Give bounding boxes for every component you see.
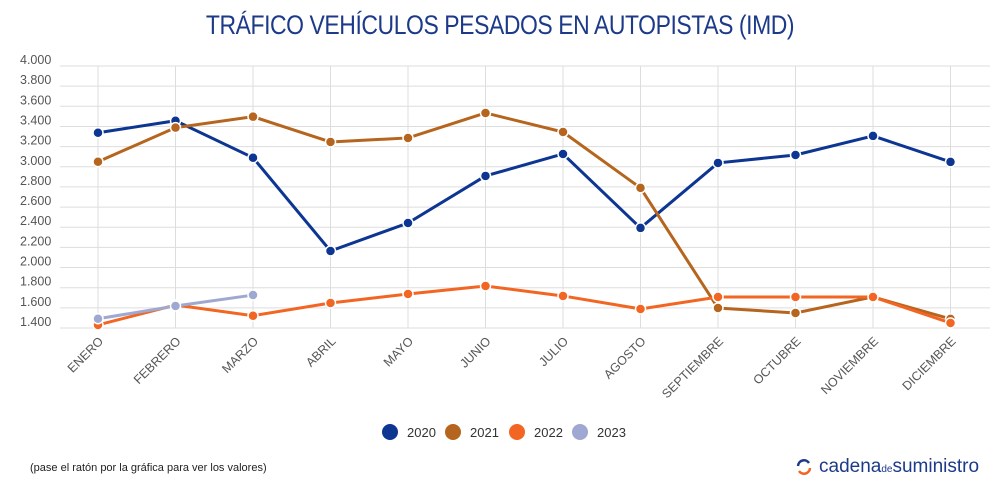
line-chart[interactable]: 4.000 3.800 3.600 3.400 3.200 3.000 2.800 2.600… bbox=[0, 0, 1000, 450]
y-tick-label: 3.000 bbox=[20, 154, 51, 168]
x-tick-label: OCTUBRE bbox=[750, 334, 803, 387]
data-point-2022[interactable] bbox=[324, 297, 337, 309]
y-tick-label: 1.600 bbox=[20, 295, 51, 309]
y-tick-label: 1.800 bbox=[20, 275, 51, 289]
data-point-2021[interactable] bbox=[247, 110, 259, 123]
y-tick-label: 2.200 bbox=[20, 234, 51, 248]
data-point-2022[interactable] bbox=[402, 288, 414, 300]
x-tick-label: ABRIL bbox=[303, 334, 338, 369]
series-line-2021 bbox=[97, 111, 951, 321]
data-point-2022[interactable] bbox=[944, 317, 957, 329]
data-point-2020[interactable] bbox=[324, 245, 337, 257]
data-point-2022[interactable] bbox=[634, 303, 647, 315]
y-tick-label: 3.800 bbox=[20, 73, 51, 87]
legend-label-2020: 2020 bbox=[407, 425, 436, 440]
y-tick-label: 2.400 bbox=[20, 214, 51, 228]
y-tick-label: 3.400 bbox=[20, 113, 51, 127]
data-point-2022[interactable] bbox=[479, 280, 492, 292]
x-tick-label: DICIEMBRE bbox=[900, 334, 959, 393]
data-point-2022[interactable] bbox=[789, 291, 802, 303]
x-tick-label: JULIO bbox=[536, 334, 571, 369]
y-tick-label: 3.200 bbox=[20, 134, 51, 148]
data-point-2021[interactable] bbox=[169, 121, 182, 134]
y-tick-label: 2.800 bbox=[20, 174, 51, 188]
data-point-2021[interactable] bbox=[634, 182, 647, 194]
data-point-2021[interactable] bbox=[479, 107, 492, 119]
y-tick-label: 2.600 bbox=[20, 194, 51, 208]
x-tick-label: AGOSTO bbox=[601, 334, 649, 382]
series-line-2022 bbox=[97, 284, 951, 327]
legend-label-2023: 2023 bbox=[597, 425, 626, 440]
data-point-2020[interactable] bbox=[479, 170, 492, 182]
data-point-2020[interactable] bbox=[634, 222, 647, 234]
data-point-2021[interactable] bbox=[324, 136, 337, 148]
data-point-2020[interactable] bbox=[247, 151, 259, 164]
data-point-2021[interactable] bbox=[557, 126, 569, 138]
x-tick-label: ENERO bbox=[65, 334, 107, 376]
legend-marker-2022 bbox=[509, 424, 525, 440]
data-point-2020[interactable] bbox=[92, 126, 104, 139]
data-point-2023[interactable] bbox=[92, 312, 104, 325]
x-tick-label: MAYO bbox=[381, 334, 416, 369]
series-line-2020 bbox=[97, 119, 951, 253]
y-tick-label: 4.000 bbox=[20, 53, 51, 67]
legend-marker-2021 bbox=[445, 424, 461, 440]
legend-marker-2020 bbox=[382, 424, 398, 440]
data-point-2020[interactable] bbox=[789, 149, 802, 161]
logo-arrows-icon bbox=[796, 459, 812, 475]
data-point-2020[interactable] bbox=[712, 157, 724, 169]
hover-hint: (pase el ratón por la gráfica para ver l… bbox=[30, 462, 267, 474]
y-tick-label: 2.000 bbox=[20, 255, 51, 269]
data-point-2021[interactable] bbox=[92, 155, 104, 168]
data-point-2022[interactable] bbox=[867, 291, 879, 303]
legend-label-2021: 2021 bbox=[470, 425, 499, 440]
legend-marker-2023 bbox=[572, 424, 588, 440]
data-point-2023[interactable] bbox=[247, 289, 259, 301]
x-tick-label: NOVIEMBRE bbox=[818, 334, 881, 397]
x-tick-label: FEBRERO bbox=[131, 334, 184, 387]
data-point-2020[interactable] bbox=[867, 130, 879, 142]
x-tick-label: SEPTIEMBRE bbox=[659, 334, 726, 401]
legend-label-2022: 2022 bbox=[534, 425, 563, 440]
logo: cadenadesuministro bbox=[795, 456, 979, 478]
data-point-2022[interactable] bbox=[712, 291, 724, 303]
data-point-2021[interactable] bbox=[789, 307, 802, 319]
x-tick-label: JUNIO bbox=[457, 334, 494, 371]
data-point-2020[interactable] bbox=[402, 217, 414, 229]
data-point-2020[interactable] bbox=[557, 148, 569, 160]
data-point-2022[interactable] bbox=[247, 309, 259, 322]
x-tick-label: MARZO bbox=[219, 334, 261, 376]
data-point-2021[interactable] bbox=[712, 302, 724, 314]
data-point-2023[interactable] bbox=[169, 300, 182, 312]
y-tick-label: 3.600 bbox=[20, 93, 51, 107]
y-tick-label: 1.400 bbox=[20, 315, 51, 329]
data-point-2020[interactable] bbox=[944, 156, 957, 168]
chart-title: TRÁFICO VEHÍCULOS PESADOS EN AUTOPISTAS … bbox=[205, 10, 795, 40]
data-point-2022[interactable] bbox=[557, 290, 569, 302]
data-point-2021[interactable] bbox=[402, 132, 414, 144]
